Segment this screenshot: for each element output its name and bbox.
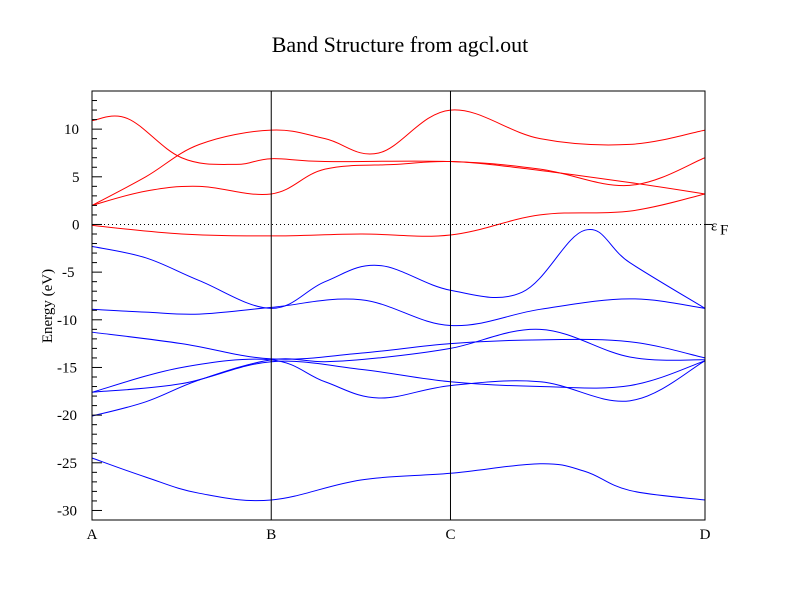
y-tick-label--20: -20 <box>57 408 77 424</box>
fermi-level-label: ε <box>711 218 717 234</box>
valence-band-line-9 <box>91 328 706 417</box>
chart-title: Band Structure from agcl.out <box>272 32 529 57</box>
y-tick-label--5: -5 <box>62 265 75 281</box>
valence-band-line-6 <box>91 298 706 327</box>
y-tick-label--30: -30 <box>57 503 77 519</box>
y-axis-label: Energy (eV) <box>40 269 56 343</box>
valence-band-line-7 <box>91 331 706 360</box>
x-axis: A B C D <box>87 527 711 543</box>
x-tick-label-B: B <box>266 527 276 543</box>
y-tick-label--10: -10 <box>57 313 77 329</box>
symmetry-lines-group <box>270 91 451 520</box>
fermi-level-subscript: F <box>720 222 728 238</box>
y-tick-label-0: 0 <box>72 217 80 233</box>
valence-band-line-5 <box>91 228 706 309</box>
y-tick-label--25: -25 <box>57 456 77 472</box>
y-tick-label--15: -15 <box>57 360 77 376</box>
conduction-band-line-4 <box>91 109 706 206</box>
valence-band-line-11 <box>91 457 706 502</box>
conduction-band-line-1 <box>91 193 706 237</box>
y-tick-label-5: 5 <box>72 170 80 186</box>
x-tick-label-C: C <box>445 527 455 543</box>
x-tick-label-D: D <box>700 527 711 543</box>
valence-band-line-10 <box>91 358 706 402</box>
plot-frame <box>91 90 706 521</box>
x-tick-label-A: A <box>87 527 98 543</box>
conduction-band-line-2 <box>91 160 706 206</box>
conduction-band-line-3 <box>91 115 706 187</box>
bands-group <box>91 109 706 502</box>
y-tick-label-10: 10 <box>64 122 79 138</box>
valence-band-line-8 <box>91 360 706 393</box>
y-axis: 10 5 0 -5 -10 -15 -20 -25 -30 <box>57 100 102 521</box>
